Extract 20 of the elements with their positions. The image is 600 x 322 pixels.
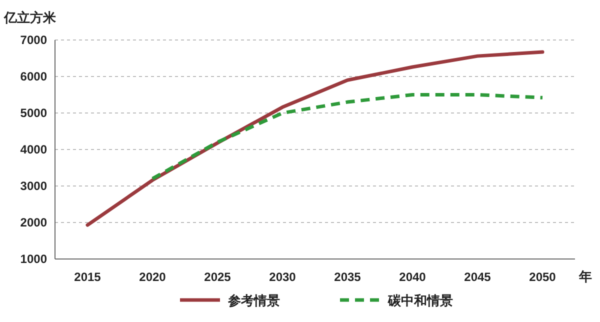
- x-tick-label: 2040: [399, 270, 426, 284]
- y-tick-label: 3000: [20, 179, 48, 193]
- y-axis-title: 亿立方米: [3, 10, 57, 25]
- legend-label: 参考情景: [227, 293, 280, 308]
- x-tick-label: 2050: [529, 270, 556, 284]
- y-tick-label: 2000: [20, 216, 48, 230]
- y-tick-label: 4000: [20, 142, 48, 156]
- y-tick-label: 5000: [20, 106, 48, 120]
- legend-label: 碳中和情景: [387, 293, 453, 308]
- x-tick-label: 2015: [74, 270, 102, 284]
- x-tick-label: 2045: [464, 270, 492, 284]
- line-series: [150, 93, 544, 180]
- x-tick-label: 2025: [204, 270, 232, 284]
- y-tick-label: 6000: [20, 70, 48, 84]
- y-tick-label: 7000: [20, 33, 48, 47]
- x-tick-label: 2035: [334, 270, 362, 284]
- x-tick-label: 2030: [269, 270, 296, 284]
- x-axis-title: 年: [578, 269, 592, 284]
- x-tick-label: 2020: [139, 270, 166, 284]
- y-tick-label: 1000: [20, 252, 48, 266]
